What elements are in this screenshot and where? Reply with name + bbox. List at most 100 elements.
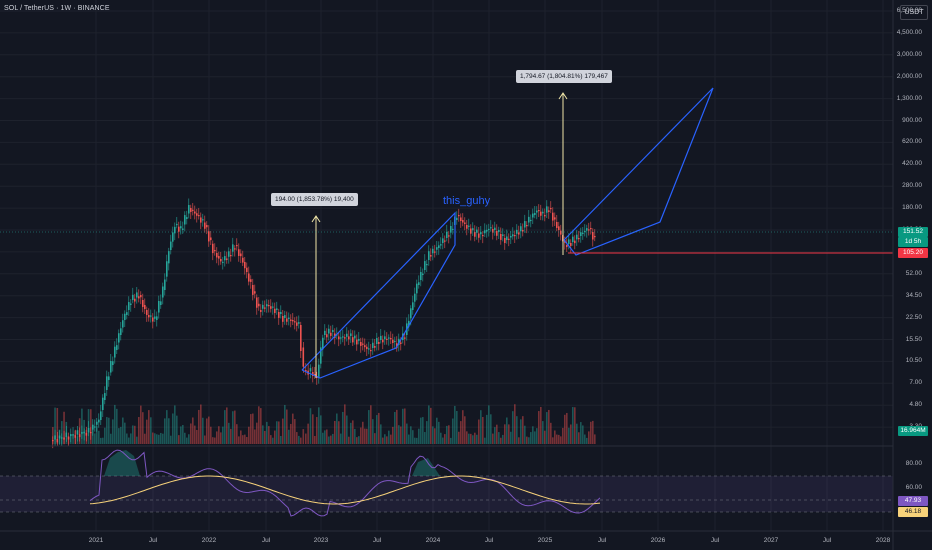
candle xyxy=(500,234,502,240)
volume-bar xyxy=(96,426,98,444)
candle xyxy=(412,302,414,310)
volume-bar xyxy=(520,419,522,444)
candle xyxy=(150,315,152,317)
currency-button[interactable]: USDT xyxy=(900,5,928,20)
volume-bar xyxy=(352,420,354,444)
candle xyxy=(144,305,146,310)
volume-bar xyxy=(526,436,528,444)
volume-bar xyxy=(452,418,454,444)
price-axis-label: 1,300.00 xyxy=(896,94,922,102)
drawing-text-label[interactable]: this_guhy xyxy=(443,195,491,207)
volume-bar xyxy=(164,418,166,444)
symbol-title[interactable]: SOL / TetherUS · 1W · BINANCE xyxy=(4,5,110,12)
volume-bar xyxy=(576,423,578,444)
candle xyxy=(480,232,482,235)
candle xyxy=(328,328,330,334)
volume-bar xyxy=(530,432,532,444)
volume-bar xyxy=(380,424,382,444)
volume-bar xyxy=(316,417,318,444)
volume-bar xyxy=(464,416,466,444)
volume-bar xyxy=(448,425,450,444)
candle xyxy=(134,298,136,302)
candle xyxy=(580,232,582,236)
candle xyxy=(272,306,274,308)
candle xyxy=(422,273,424,275)
volume-bar xyxy=(408,434,410,444)
measure-label-1[interactable]: 194.00 (1,853.78%) 19,400 xyxy=(271,193,358,206)
candle xyxy=(228,251,230,257)
candle xyxy=(374,346,376,348)
price-axis-label: 620.00 xyxy=(902,138,922,146)
volume-bar xyxy=(114,404,116,444)
candle xyxy=(120,328,122,335)
candle xyxy=(560,230,562,235)
volume-bar xyxy=(336,413,338,444)
volume-bar xyxy=(206,418,208,444)
volume-bar xyxy=(514,404,516,444)
volume-bar xyxy=(440,432,442,444)
volume-bar xyxy=(434,428,436,444)
volume-bar xyxy=(360,427,362,444)
candle xyxy=(238,249,240,256)
candle xyxy=(136,292,138,298)
volume-bar xyxy=(112,419,114,444)
candle xyxy=(216,253,218,258)
volume-bar xyxy=(172,413,174,444)
candle xyxy=(358,338,360,341)
volume-bar xyxy=(116,408,118,444)
candle xyxy=(208,231,210,242)
volume-bar xyxy=(180,426,182,444)
volume-bar xyxy=(266,421,268,444)
candle xyxy=(330,332,332,336)
volume-bar xyxy=(202,417,204,444)
candle xyxy=(360,342,362,346)
candle xyxy=(494,227,496,230)
volume-bar xyxy=(148,410,150,444)
candle xyxy=(202,219,204,221)
candle xyxy=(546,206,548,213)
candle xyxy=(74,435,77,438)
volume-bar xyxy=(238,436,240,444)
volume-bar xyxy=(458,431,460,444)
measure-tools[interactable] xyxy=(311,92,568,378)
candle xyxy=(514,235,516,237)
trend-drawings[interactable] xyxy=(301,87,714,379)
volume-bar xyxy=(422,417,424,444)
volume-bar xyxy=(482,416,484,444)
volume-bar xyxy=(226,407,228,444)
candle xyxy=(298,322,300,324)
candle xyxy=(510,235,512,238)
volume-bar xyxy=(590,421,592,444)
level-price-tag: 105.20 xyxy=(898,248,928,258)
volume-bar xyxy=(284,404,286,444)
volume-bar xyxy=(282,418,284,444)
volume-bar xyxy=(486,414,488,444)
volume-bar xyxy=(162,433,164,444)
candle xyxy=(148,315,150,318)
candle xyxy=(212,243,214,254)
candle xyxy=(276,308,278,310)
volume-bar xyxy=(124,422,126,444)
volume-bar xyxy=(512,411,514,444)
candle xyxy=(366,346,368,350)
candle xyxy=(290,319,292,321)
candle xyxy=(63,437,65,440)
rsi-pane[interactable] xyxy=(0,445,893,517)
volume-bar xyxy=(438,421,440,444)
candle xyxy=(558,226,560,231)
measure-label-2[interactable]: 1,794.67 (1,804.81%) 179,467 xyxy=(516,70,612,83)
volume-bar xyxy=(244,434,246,444)
candle xyxy=(416,283,418,294)
volume-bar xyxy=(534,431,536,444)
candle xyxy=(180,226,182,229)
candle xyxy=(462,220,464,223)
volume-bar xyxy=(584,434,586,444)
volume-bar xyxy=(554,430,556,444)
volume-bar xyxy=(578,432,580,444)
volume-bar xyxy=(510,431,512,444)
volume-bar xyxy=(250,414,252,444)
volume-bar xyxy=(326,429,328,444)
candle xyxy=(206,225,208,228)
candle xyxy=(464,222,466,224)
